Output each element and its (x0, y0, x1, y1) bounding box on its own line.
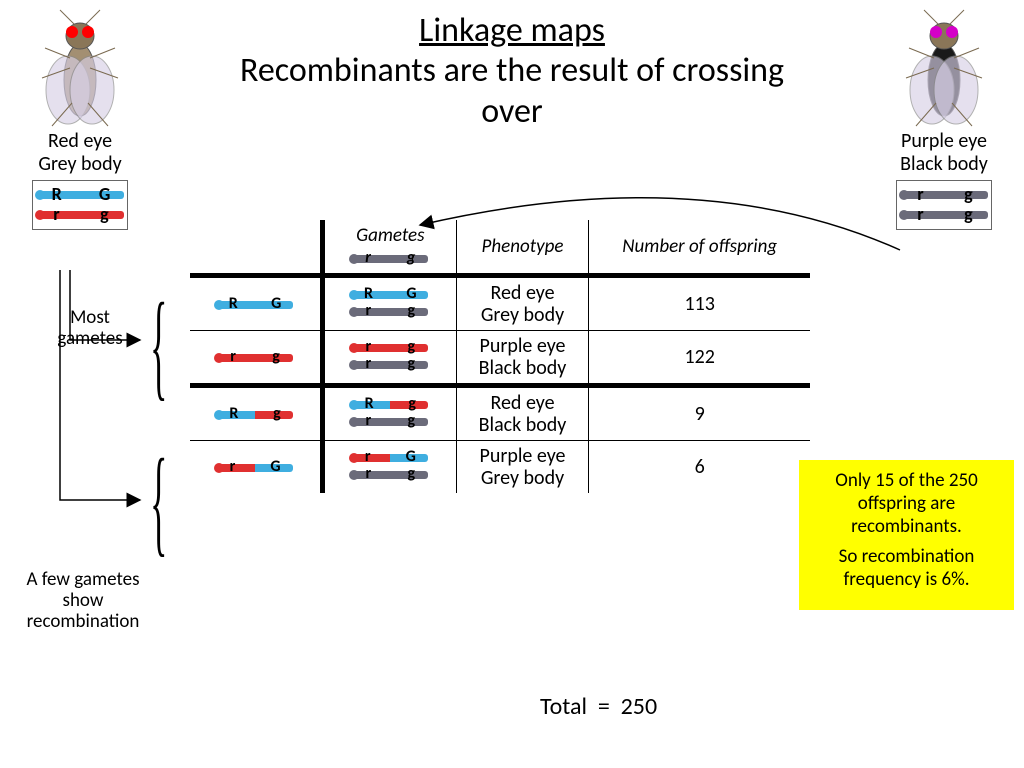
right-fly-block: Purple eye Black body rg rg (884, 8, 1004, 230)
most-gametes-label: Most gametes (40, 308, 140, 350)
fly-right-icon (894, 8, 994, 128)
title-main: Linkage maps (212, 10, 812, 51)
callout-box: Only 15 of the 250 offspring are recombi… (799, 460, 1014, 610)
right-fly-label: Purple eye Black body (884, 130, 1004, 176)
callout-line1: Only 15 of the 250 offspring are recombi… (807, 470, 1006, 538)
left-fly-label: Red eye Grey body (20, 130, 140, 176)
few-gametes-label: A few gametes show recombination (8, 570, 158, 633)
title-sub: Recombinants are the result of crossing … (212, 51, 812, 133)
cross-table: Gametes rg Phenotype Number of offspring… (190, 220, 810, 493)
table-row: rg rg rg Purple eye Black body 122 (190, 331, 810, 386)
table-row: RG RG rg Red eye Grey body 113 (190, 276, 810, 331)
title-block: Linkage maps Recombinants are the result… (212, 10, 812, 133)
hdr-gametes: Gametes (356, 224, 424, 247)
hdr-phenotype: Phenotype (456, 220, 589, 276)
table-row: rG rG rg Purple eye Grey body 6 (190, 441, 810, 494)
bracket-bottom: { (150, 432, 167, 570)
left-genotype-box: RG rg (32, 180, 128, 230)
bracket-top: { (150, 276, 167, 414)
fly-left-icon (30, 8, 130, 128)
total-row: Total = 250 (540, 692, 657, 721)
right-genotype-box: rg rg (896, 180, 992, 230)
callout-line2: So recombination frequency is 6%. (807, 546, 1006, 592)
hdr-offspring: Number of offspring (589, 220, 810, 276)
table-row: Rg Rg rg Red eye Black body 9 (190, 386, 810, 441)
left-fly-block: Red eye Grey body RG rg (20, 8, 140, 230)
